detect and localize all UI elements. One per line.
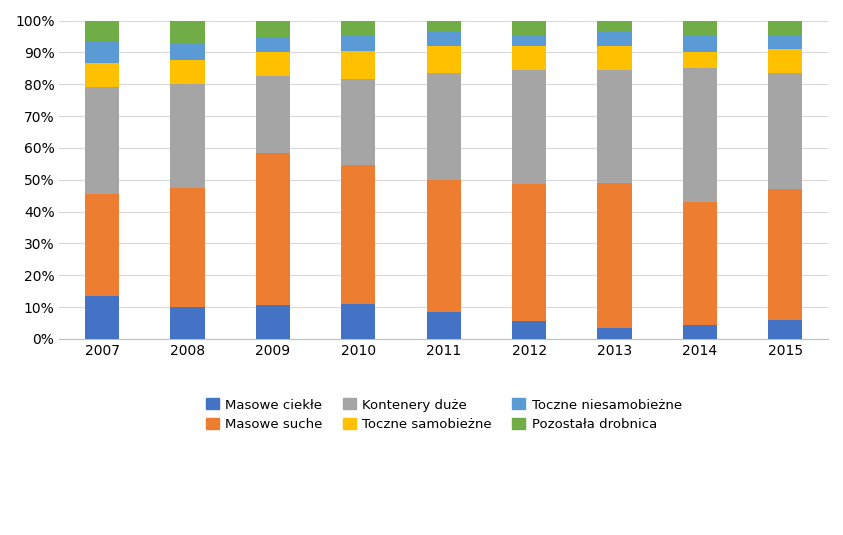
Bar xyxy=(512,322,546,339)
Bar xyxy=(85,20,119,41)
Bar xyxy=(427,32,461,46)
Bar xyxy=(85,296,119,339)
Bar xyxy=(598,183,631,328)
Bar xyxy=(427,20,461,32)
Bar xyxy=(255,52,290,76)
Bar xyxy=(512,35,546,46)
Bar xyxy=(85,41,119,64)
Legend: Masowe ciekłe, Masowe suche, Kontenery duże, Toczne samobieżne, Toczne niesamobi: Masowe ciekłe, Masowe suche, Kontenery d… xyxy=(201,393,687,437)
Bar xyxy=(683,202,717,325)
Bar xyxy=(341,79,375,165)
Bar xyxy=(512,185,546,322)
Bar xyxy=(341,51,375,79)
Bar xyxy=(768,189,803,320)
Bar xyxy=(427,312,461,339)
Bar xyxy=(427,180,461,312)
Bar xyxy=(85,64,119,87)
Bar xyxy=(255,305,290,339)
Bar xyxy=(768,20,803,35)
Bar xyxy=(512,20,546,35)
Bar xyxy=(598,32,631,46)
Bar xyxy=(170,43,205,60)
Bar xyxy=(683,35,717,52)
Bar xyxy=(683,325,717,339)
Bar xyxy=(170,60,205,84)
Bar xyxy=(683,68,717,202)
Bar xyxy=(512,46,546,70)
Bar xyxy=(170,307,205,339)
Bar xyxy=(341,36,375,51)
Bar xyxy=(85,87,119,194)
Bar xyxy=(598,328,631,339)
Bar xyxy=(427,46,461,73)
Bar xyxy=(255,152,290,305)
Bar xyxy=(683,20,717,35)
Bar xyxy=(683,52,717,68)
Bar xyxy=(255,76,290,152)
Bar xyxy=(768,320,803,339)
Bar xyxy=(85,194,119,296)
Bar xyxy=(768,35,803,49)
Bar xyxy=(512,70,546,185)
Bar xyxy=(768,73,803,189)
Bar xyxy=(170,188,205,307)
Bar xyxy=(170,20,205,43)
Bar xyxy=(170,84,205,188)
Bar xyxy=(768,49,803,73)
Bar xyxy=(341,20,375,36)
Bar xyxy=(598,70,631,183)
Bar xyxy=(341,304,375,339)
Bar xyxy=(255,20,290,38)
Bar xyxy=(341,165,375,304)
Bar xyxy=(255,38,290,52)
Bar xyxy=(598,20,631,32)
Bar xyxy=(598,46,631,70)
Bar xyxy=(427,73,461,180)
